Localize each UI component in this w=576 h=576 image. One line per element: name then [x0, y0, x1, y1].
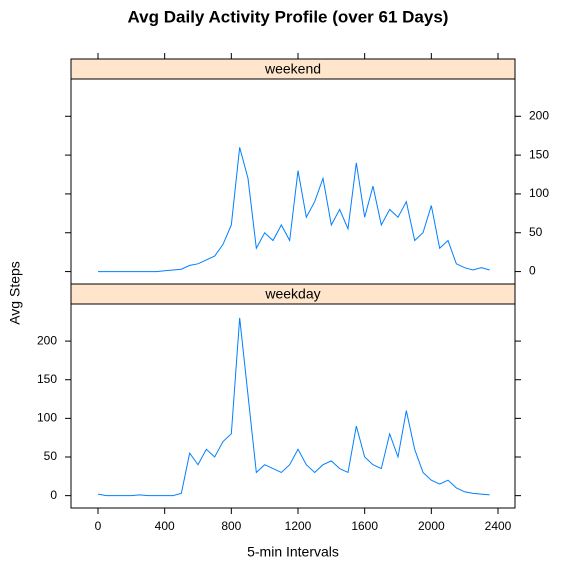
x-axis-label: 5-min Intervals — [247, 544, 339, 560]
y-tick-label: 150 — [37, 372, 57, 386]
y-tick-label: 100 — [529, 186, 549, 200]
x-tick-label: 0 — [95, 519, 102, 533]
y-tick-label: 50 — [44, 449, 58, 463]
x-tick-label: 2000 — [418, 519, 445, 533]
y-tick-label: 0 — [529, 264, 536, 278]
y-tick-label: 0 — [50, 488, 57, 502]
x-tick-label: 1600 — [351, 519, 378, 533]
y-tick-label: 100 — [37, 411, 57, 425]
y-tick-label: 200 — [529, 108, 549, 122]
x-tick-label: 2400 — [485, 519, 512, 533]
x-tick-label: 400 — [155, 519, 175, 533]
y-axis-label: Avg Steps — [7, 261, 23, 325]
panel-frame — [70, 78, 516, 285]
strip-label: weekend — [264, 61, 321, 77]
chart-title: Avg Daily Activity Profile (over 61 Days… — [128, 7, 449, 26]
data-line — [97, 317, 490, 497]
data-line — [98, 147, 490, 273]
x-tick-label: 800 — [221, 519, 241, 533]
strip-label: weekday — [264, 286, 320, 302]
y-tick-label: 50 — [529, 225, 543, 239]
x-tick-label: 1200 — [285, 519, 312, 533]
y-tick-label: 200 — [37, 333, 57, 347]
panel-frame — [70, 303, 516, 509]
y-tick-label: 150 — [529, 147, 549, 161]
